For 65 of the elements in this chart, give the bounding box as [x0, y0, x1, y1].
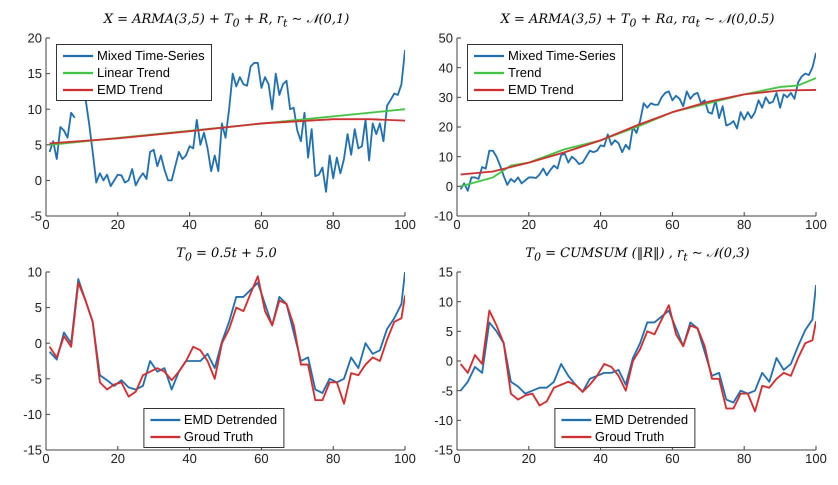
y-tick-label: 5: [34, 137, 42, 152]
x-tick-label: 60: [254, 217, 269, 232]
chart-title: T$_{0}$ = 0.5t + 5.0: [175, 246, 278, 264]
x-tick-label: 60: [254, 451, 269, 466]
x-tick-label: 40: [182, 451, 197, 466]
line-series: [460, 304, 816, 412]
y-tick-label: -5: [30, 371, 42, 386]
legend-label: Trend: [508, 64, 542, 81]
x-tick-label: 80: [736, 217, 752, 232]
legend-label: Mixed Time-Series: [508, 47, 616, 64]
y-tick-label: -10: [434, 412, 453, 428]
y-tick-label: -5: [30, 208, 42, 224]
y-tick-label: -10: [434, 208, 453, 224]
x-tick-label: 20: [522, 217, 536, 232]
x-tick-label: 100: [394, 451, 416, 466]
line-series: [460, 284, 816, 404]
legend-label: EMD Trend: [97, 81, 163, 98]
y-tick-label: 10: [438, 149, 453, 164]
x-tick-label: 100: [805, 217, 827, 232]
x-tick-label: 20: [522, 451, 536, 466]
y-tick-label: 40: [438, 60, 453, 76]
x-tick-label: 40: [593, 451, 608, 466]
legend-label: EMD Trend: [508, 81, 574, 98]
x-tick-label: 100: [394, 217, 416, 232]
x-tick-label: 60: [665, 217, 680, 232]
legend-label: Groud Truth: [184, 428, 254, 445]
x-tick-label: 80: [736, 451, 752, 466]
x-tick-label: 80: [326, 451, 340, 466]
y-tick-label: 5: [34, 300, 42, 316]
legend-label: EMD Detrended: [594, 411, 688, 428]
x-tick-label: 40: [182, 217, 197, 232]
y-tick-label: 50: [438, 30, 453, 46]
y-tick-label: -15: [434, 442, 453, 458]
legend-label: EMD Detrended: [184, 411, 278, 428]
y-tick-label: 0: [446, 178, 453, 194]
y-tick-label: 0: [34, 336, 42, 351]
line-series: [460, 77, 816, 188]
x-tick-label: 20: [110, 451, 126, 466]
y-tick-label: 20: [28, 30, 42, 46]
y-tick-label: 0: [446, 354, 453, 369]
y-tick-label: 5: [446, 324, 453, 339]
legend-label: Mixed Time-Series: [97, 47, 205, 64]
y-tick-label: 15: [28, 66, 42, 82]
legend-label: Groud Truth: [594, 428, 664, 445]
x-tick-label: 20: [110, 217, 126, 232]
x-tick-label: 80: [326, 217, 340, 232]
y-tick-label: 10: [28, 102, 42, 117]
chart-title: X = ARMA(3,5) + T$_{0}$ + Ra, ra$_{t}$ ∼ 𝒩(0,0.5): [498, 12, 776, 30]
y-tick-label: -5: [441, 383, 453, 398]
y-tick-label: -10: [23, 407, 42, 422]
y-tick-label: -15: [23, 442, 42, 458]
line-series: [48, 118, 405, 144]
x-tick-label: 60: [665, 451, 680, 466]
y-tick-label: 30: [438, 90, 453, 105]
chart-title: T$_{0}$ = CUMSUM (‖R‖) , r$_{t}$ ∼ 𝒩(0,3): [524, 246, 751, 264]
y-tick-label: 0: [34, 173, 42, 188]
x-tick-label: 40: [593, 217, 608, 232]
y-tick-label: 10: [28, 264, 42, 280]
x-tick-label: 100: [805, 451, 827, 466]
legend-label: Linear Trend: [97, 64, 170, 81]
line-series: [460, 52, 816, 192]
y-tick-label: 10: [438, 294, 453, 310]
chart-title: X = ARMA(3,5) + T$_{0}$ + R, r$_{t}$ ∼ 𝒩(0,1): [102, 12, 350, 30]
y-tick-label: 20: [438, 120, 453, 135]
y-tick-label: 15: [438, 264, 453, 280]
